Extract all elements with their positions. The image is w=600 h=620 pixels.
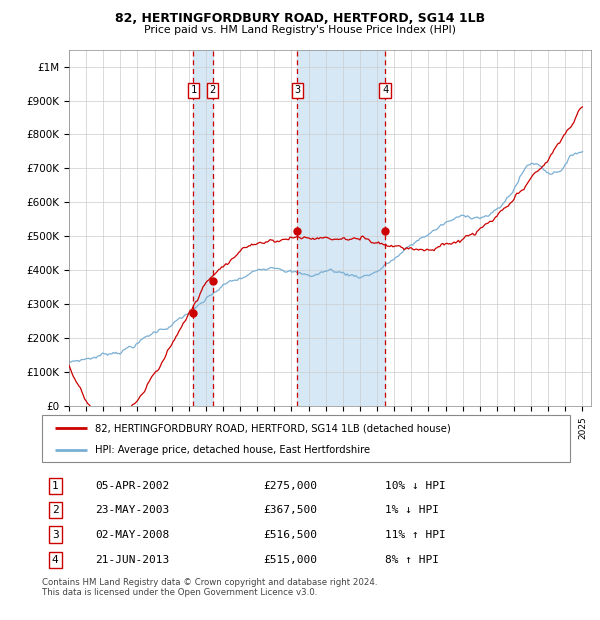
Text: Contains HM Land Registry data © Crown copyright and database right 2024.
This d: Contains HM Land Registry data © Crown c… <box>42 578 377 597</box>
Text: 4: 4 <box>382 86 388 95</box>
Text: HPI: Average price, detached house, East Hertfordshire: HPI: Average price, detached house, East… <box>95 445 370 455</box>
Text: 02-MAY-2008: 02-MAY-2008 <box>95 529 169 539</box>
Text: Price paid vs. HM Land Registry's House Price Index (HPI): Price paid vs. HM Land Registry's House … <box>144 25 456 35</box>
Text: 2: 2 <box>209 86 216 95</box>
Text: 1: 1 <box>52 481 59 491</box>
FancyBboxPatch shape <box>42 415 570 462</box>
Text: £275,000: £275,000 <box>264 481 318 491</box>
Text: 05-APR-2002: 05-APR-2002 <box>95 481 169 491</box>
Text: 82, HERTINGFORDBURY ROAD, HERTFORD, SG14 1LB (detached house): 82, HERTINGFORDBURY ROAD, HERTFORD, SG14… <box>95 423 451 433</box>
Text: 21-JUN-2013: 21-JUN-2013 <box>95 555 169 565</box>
Text: £367,500: £367,500 <box>264 505 318 515</box>
Text: 23-MAY-2003: 23-MAY-2003 <box>95 505 169 515</box>
Text: 82, HERTINGFORDBURY ROAD, HERTFORD, SG14 1LB: 82, HERTINGFORDBURY ROAD, HERTFORD, SG14… <box>115 12 485 25</box>
Text: 1% ↓ HPI: 1% ↓ HPI <box>385 505 439 515</box>
Text: 11% ↑ HPI: 11% ↑ HPI <box>385 529 446 539</box>
Text: 2: 2 <box>52 505 59 515</box>
Bar <box>298 50 385 406</box>
Text: 1: 1 <box>190 86 197 95</box>
Text: 8% ↑ HPI: 8% ↑ HPI <box>385 555 439 565</box>
Text: £516,500: £516,500 <box>264 529 318 539</box>
Text: 10% ↓ HPI: 10% ↓ HPI <box>385 481 446 491</box>
Text: 4: 4 <box>52 555 59 565</box>
Text: 3: 3 <box>52 529 59 539</box>
Text: 3: 3 <box>294 86 301 95</box>
Bar <box>193 50 212 406</box>
Text: £515,000: £515,000 <box>264 555 318 565</box>
